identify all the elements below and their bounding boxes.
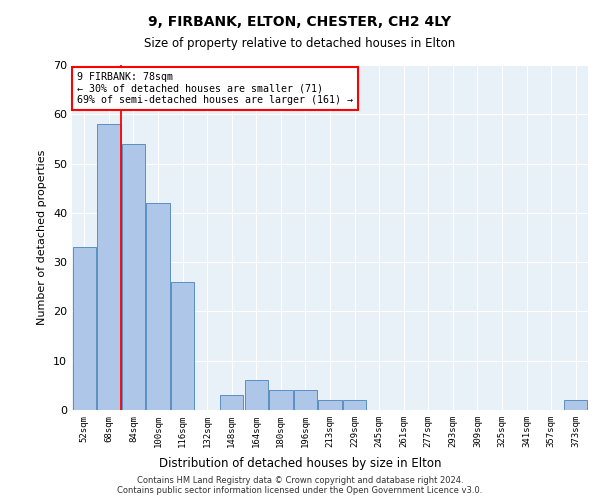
Bar [146, 203, 170, 410]
Text: Size of property relative to detached houses in Elton: Size of property relative to detached ho… [145, 38, 455, 51]
Bar [97, 124, 121, 410]
Text: 9 FIRBANK: 78sqm
← 30% of detached houses are smaller (71)
69% of semi-detached : 9 FIRBANK: 78sqm ← 30% of detached house… [77, 72, 353, 105]
Text: 9, FIRBANK, ELTON, CHESTER, CH2 4LY: 9, FIRBANK, ELTON, CHESTER, CH2 4LY [148, 15, 452, 29]
Bar [294, 390, 317, 410]
Bar [122, 144, 145, 410]
Text: Contains HM Land Registry data © Crown copyright and database right 2024.
Contai: Contains HM Land Registry data © Crown c… [118, 476, 482, 495]
Bar [73, 248, 96, 410]
Bar [171, 282, 194, 410]
Bar [269, 390, 293, 410]
Bar [319, 400, 341, 410]
Bar [220, 395, 244, 410]
Bar [245, 380, 268, 410]
Bar [564, 400, 587, 410]
Y-axis label: Number of detached properties: Number of detached properties [37, 150, 47, 325]
Text: Distribution of detached houses by size in Elton: Distribution of detached houses by size … [159, 458, 441, 470]
Bar [343, 400, 366, 410]
